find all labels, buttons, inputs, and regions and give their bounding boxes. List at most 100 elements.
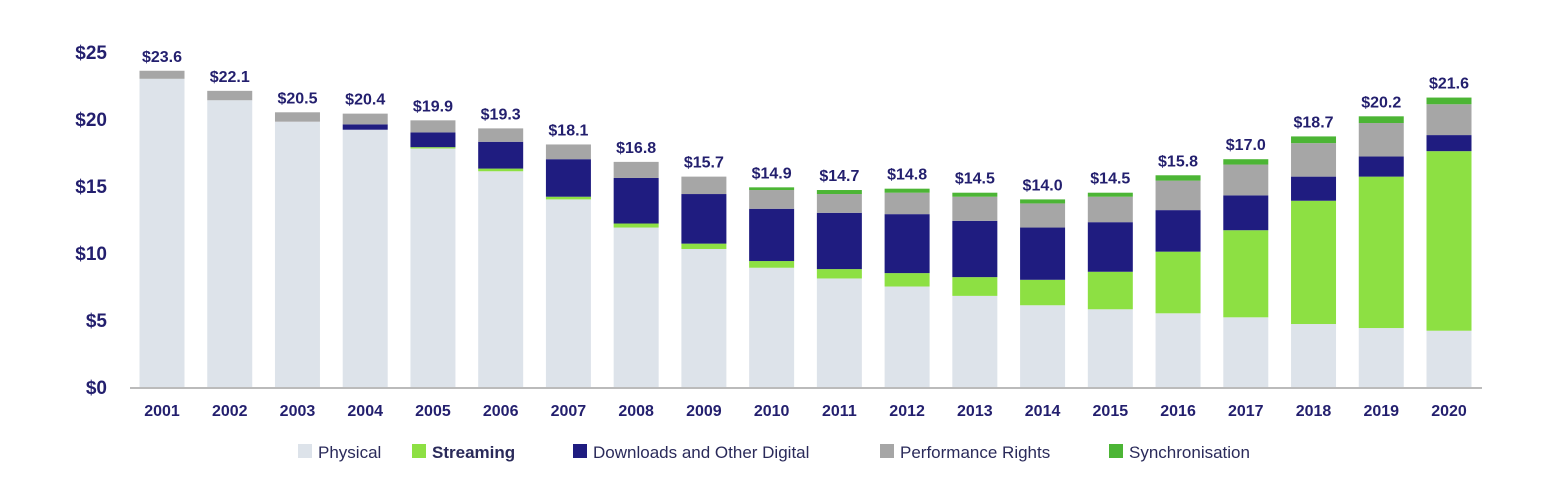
bar-segment-performance-rights xyxy=(274,112,320,122)
bar-segment-performance-rights xyxy=(613,161,659,178)
bar-segment-streaming xyxy=(545,196,591,200)
bar-segment-performance-rights xyxy=(478,128,524,142)
bar-segment-streaming xyxy=(478,168,524,172)
bar-segment-performance-rights xyxy=(816,194,862,213)
total-label: $14.5 xyxy=(1090,171,1130,188)
total-label: $19.9 xyxy=(413,98,453,115)
bar-segment-physical xyxy=(274,121,320,388)
x-axis: 2001 2002 2003 2004 2005 2006 2007 2008 2009 2010… xyxy=(144,403,1467,420)
total-label: $17.0 xyxy=(1226,137,1266,154)
y-tick-label: $0 xyxy=(86,378,107,399)
bar-stack-2012: $14.8 xyxy=(884,167,930,387)
y-axis: $0 $5 $10 $15 $20 $25 xyxy=(75,43,107,399)
bar-segment-streaming xyxy=(1223,230,1269,318)
bar-segment-downloads-and-other-digital xyxy=(952,220,998,278)
x-tick-label: 2019 xyxy=(1363,403,1399,420)
bar-segment-downloads-and-other-digital xyxy=(884,214,930,274)
bar-segment-downloads-and-other-digital xyxy=(816,212,862,270)
x-tick-label: 2020 xyxy=(1431,403,1467,420)
total-label: $16.8 xyxy=(616,140,656,157)
total-label: $14.5 xyxy=(955,171,995,188)
bar-segment-synchronisation xyxy=(1358,116,1404,124)
x-tick-label: 2013 xyxy=(957,403,993,420)
total-label: $21.6 xyxy=(1429,76,1469,93)
total-label: $15.7 xyxy=(684,155,724,172)
x-tick-label: 2001 xyxy=(144,403,180,420)
bar-segment-physical xyxy=(1291,324,1337,387)
bar-segment-performance-rights xyxy=(1358,123,1404,157)
bar-segment-performance-rights xyxy=(1087,196,1133,223)
bar-segment-performance-rights xyxy=(342,113,388,125)
bar-segment-physical xyxy=(816,278,862,387)
bar-segment-physical xyxy=(139,78,185,388)
x-tick-label: 2002 xyxy=(212,403,248,420)
bar-stack-2019: $20.2 xyxy=(1358,94,1404,387)
bar-segment-downloads-and-other-digital xyxy=(545,159,591,197)
bar-segment-performance-rights xyxy=(139,70,185,79)
bar-stack-2013: $14.5 xyxy=(952,171,998,387)
x-tick-label: 2003 xyxy=(280,403,316,420)
x-tick-label: 2018 xyxy=(1296,403,1332,420)
bar-segment-streaming xyxy=(1155,251,1201,314)
bar-segment-physical xyxy=(1358,328,1404,387)
total-label: $19.3 xyxy=(481,106,521,123)
legend-label: Streaming xyxy=(432,443,515,462)
bar-stack-2018: $18.7 xyxy=(1291,114,1337,387)
bar-segment-synchronisation xyxy=(749,187,795,191)
bar-segment-synchronisation xyxy=(1155,175,1201,181)
total-label: $14.0 xyxy=(1023,177,1063,194)
total-label: $18.1 xyxy=(548,122,588,139)
x-tick-label: 2005 xyxy=(415,403,451,420)
bar-segment-streaming xyxy=(884,273,930,287)
total-label: $20.5 xyxy=(277,90,317,107)
x-tick-label: 2016 xyxy=(1160,403,1196,420)
bar-segment-synchronisation xyxy=(1087,192,1133,197)
bar-segment-streaming xyxy=(1087,271,1133,310)
bar-segment-physical xyxy=(1087,309,1133,387)
bar-segment-performance-rights xyxy=(1223,164,1269,196)
bar-stack-2015: $14.5 xyxy=(1087,171,1133,387)
bar-segment-physical xyxy=(207,100,253,388)
bar-segment-performance-rights xyxy=(749,190,795,209)
bar-stack-2008: $16.8 xyxy=(613,140,659,387)
bar-segment-performance-rights xyxy=(410,120,456,133)
bar-stack-2016: $15.8 xyxy=(1155,153,1201,387)
bar-segment-synchronisation xyxy=(952,192,998,197)
bar-segment-streaming xyxy=(681,243,727,249)
bar-segment-downloads-and-other-digital xyxy=(1426,135,1472,152)
y-tick-label: $10 xyxy=(75,244,107,265)
bar-segment-downloads-and-other-digital xyxy=(749,208,795,262)
bar-segment-downloads-and-other-digital xyxy=(1223,195,1269,231)
legend-item-streaming: Streaming xyxy=(412,443,515,462)
legend-swatch xyxy=(1109,444,1123,458)
bar-stack-2017: $17.0 xyxy=(1223,137,1269,387)
legend-swatch xyxy=(573,444,587,458)
bar-segment-physical xyxy=(1020,305,1066,387)
bar-segment-downloads-and-other-digital xyxy=(613,177,659,224)
bar-segment-physical xyxy=(1223,317,1269,387)
legend-item-synchronisation: Synchronisation xyxy=(1109,443,1250,462)
bar-segment-streaming xyxy=(749,261,795,268)
bar-stack-2010: $14.9 xyxy=(749,165,795,387)
bar-stack-2020: $21.6 xyxy=(1426,76,1472,387)
legend-item-physical: Physical xyxy=(298,443,381,462)
total-label: $18.7 xyxy=(1294,114,1334,131)
bar-segment-downloads-and-other-digital xyxy=(478,141,524,169)
x-tick-label: 2009 xyxy=(686,403,722,420)
y-tick-label: $15 xyxy=(75,177,107,198)
x-tick-label: 2006 xyxy=(483,403,519,420)
bar-segment-downloads-and-other-digital xyxy=(1155,210,1201,252)
bar-segment-downloads-and-other-digital xyxy=(342,124,388,130)
legend-swatch xyxy=(412,444,426,458)
x-tick-label: 2011 xyxy=(822,403,857,420)
bar-segment-physical xyxy=(1426,330,1472,387)
legend-label: Physical xyxy=(318,443,381,462)
x-tick-label: 2015 xyxy=(1093,403,1129,420)
bar-segment-physical xyxy=(342,129,388,387)
bar-segment-downloads-and-other-digital xyxy=(410,132,456,148)
bar-segment-synchronisation xyxy=(816,190,862,195)
x-tick-label: 2014 xyxy=(1025,403,1061,420)
bar-segment-synchronisation xyxy=(1291,136,1337,144)
bar-segment-streaming xyxy=(410,147,456,149)
